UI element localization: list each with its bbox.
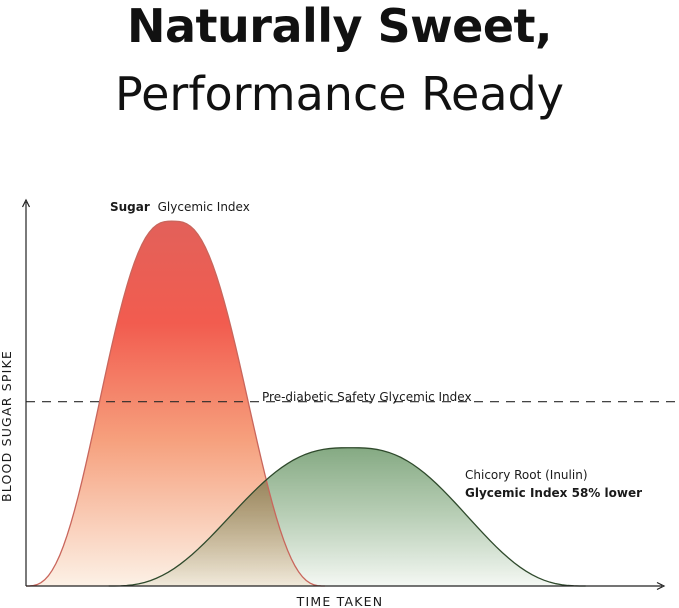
threshold-label: Pre-diabetic Safety Glycemic Index <box>262 390 472 404</box>
chicory-curve-line <box>108 447 586 587</box>
headline-subtitle: Performance Ready <box>115 67 564 121</box>
x-axis-arrow <box>656 581 666 591</box>
sugar-series-label: Sugar Glycemic Index <box>110 200 250 214</box>
y-axis-arrow <box>21 198 31 208</box>
x-axis-label: TIME TAKEN <box>296 594 384 608</box>
sugar-label-bold: Sugar <box>110 200 150 214</box>
y-axis-label: BLOOD SUGAR SPIKE <box>0 350 14 502</box>
sugar-label-regular: Glycemic Index <box>158 200 250 214</box>
chicory-label-line2: Glycemic Index 58% lower <box>465 486 642 500</box>
headline-title: Naturally Sweet, <box>126 0 553 53</box>
chicory-curve-area <box>108 447 586 586</box>
chicory-label-line1: Chicory Root (Inulin) <box>465 468 588 482</box>
sugar-curve-line <box>25 220 325 587</box>
